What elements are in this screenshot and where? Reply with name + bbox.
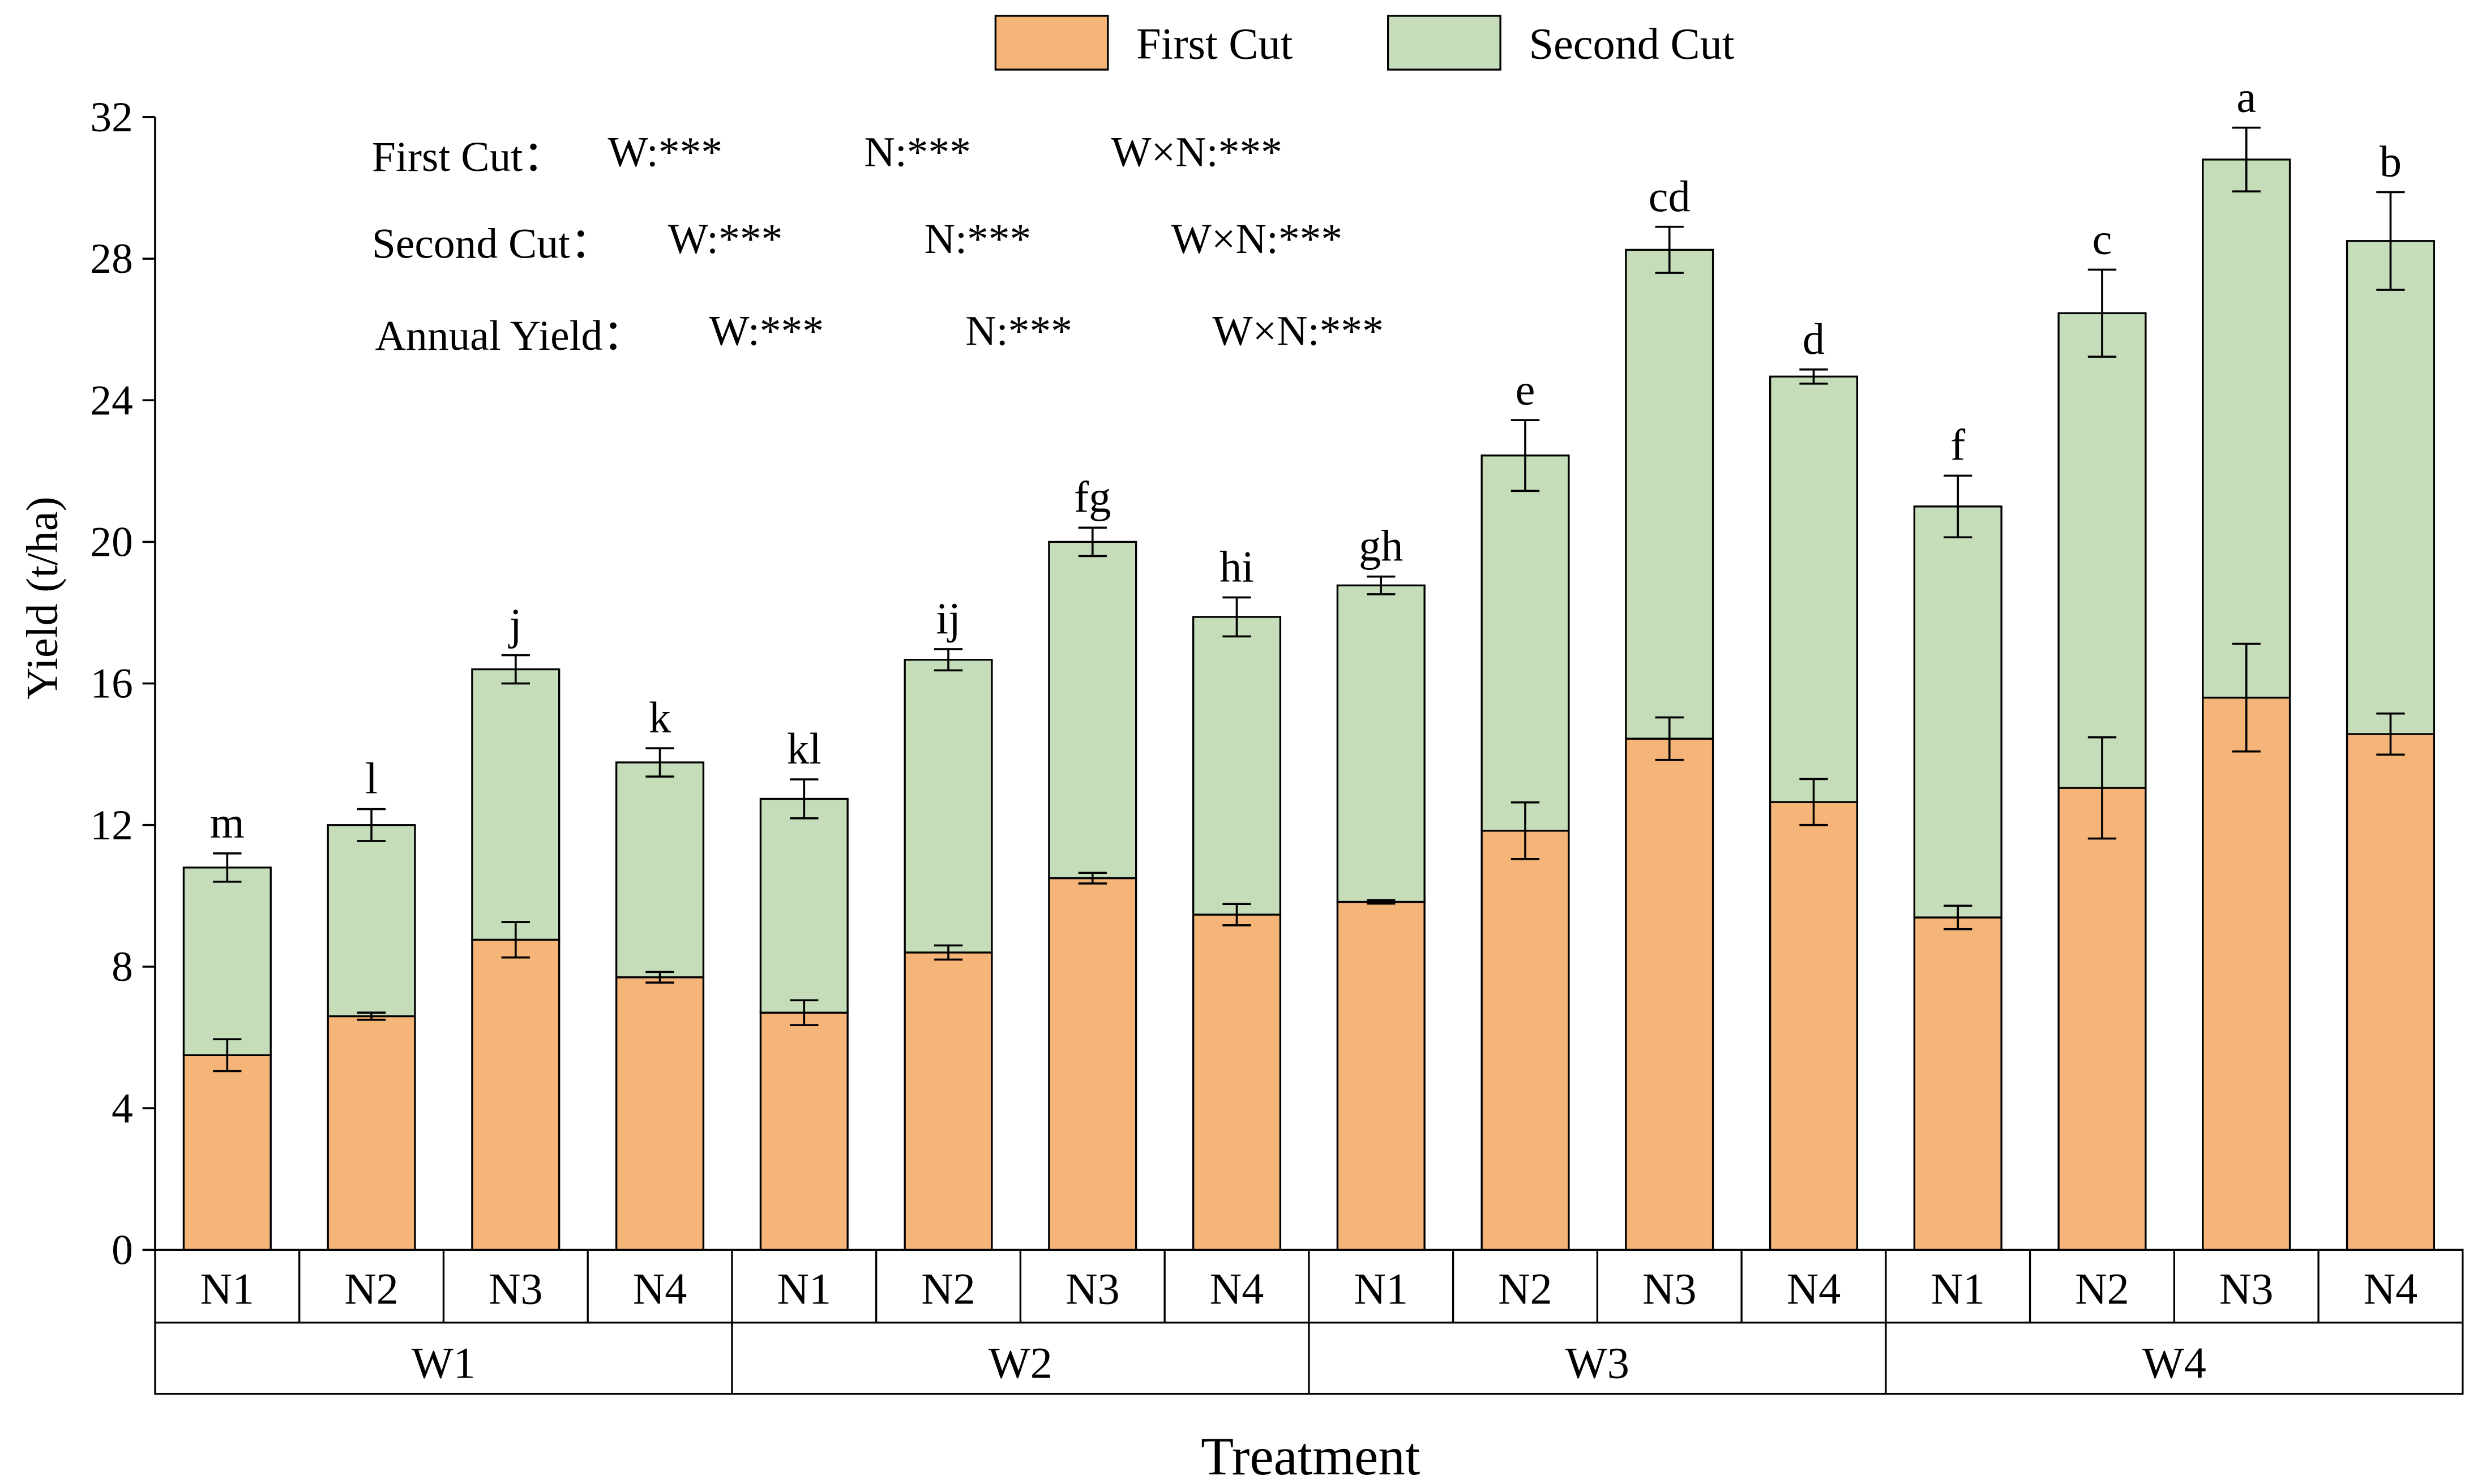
annotation-w: W:*** [607, 129, 722, 176]
category-label: N4 [1210, 1264, 1264, 1313]
significance-letter: l [365, 754, 378, 803]
y-tick-label: 28 [90, 235, 132, 282]
category-label: N2 [921, 1264, 975, 1313]
bar-second-cut [2346, 240, 2436, 735]
category-label: N2 [1498, 1264, 1552, 1313]
bar-second-cut [1913, 505, 2002, 919]
y-tick-label: 20 [90, 519, 132, 566]
y-tick-label: 0 [112, 1226, 133, 1273]
significance-letter: k [649, 693, 671, 742]
significance-letter: c [2093, 214, 2112, 263]
annotation-n: N:*** [864, 129, 971, 176]
category-label: N3 [1642, 1264, 1697, 1313]
significance-letter: gh [1359, 521, 1403, 571]
bar-first-cut [904, 951, 993, 1251]
y-tick-label: 12 [90, 802, 132, 849]
bar-first-cut [2202, 696, 2291, 1251]
bar-second-cut [615, 761, 705, 979]
annotation-wn: W×N:*** [1212, 307, 1383, 354]
significance-letter: d [1803, 314, 1825, 363]
category-label: N4 [2364, 1264, 2418, 1313]
legend-label-first-cut: First Cut [1136, 19, 1293, 68]
group-label: W4 [2142, 1339, 2206, 1388]
bar-second-cut [1048, 541, 1137, 880]
legend: First Cut Second Cut [994, 15, 1735, 71]
y-tick-label: 4 [112, 1085, 133, 1132]
significance-letter: a [2236, 72, 2256, 122]
bar-first-cut [1048, 877, 1137, 1251]
bar-first-cut [2346, 733, 2436, 1251]
significance-letter: fg [1074, 472, 1111, 521]
significance-letter: e [1516, 364, 1535, 414]
annotation-label: First Cut： [372, 134, 566, 181]
category-label: N1 [1354, 1264, 1408, 1313]
significance-letter: j [508, 600, 522, 649]
legend-swatch-first-cut [994, 15, 1109, 71]
bar-first-cut [471, 938, 560, 1251]
category-label: N1 [1931, 1264, 1985, 1313]
category-label: N3 [1066, 1264, 1120, 1313]
bar-second-cut [759, 797, 849, 1014]
significance-letter: b [2380, 136, 2402, 186]
category-label: N2 [344, 1264, 399, 1313]
category-label: N3 [489, 1264, 543, 1313]
category-label: N1 [777, 1264, 831, 1313]
bar-second-cut [1625, 248, 1714, 740]
y-tick-label: 32 [90, 94, 132, 141]
significance-letter: m [210, 798, 245, 847]
annotation-label: Second Cut： [372, 221, 613, 268]
annotation-label: Annual Yield： [375, 312, 645, 359]
category-label: N3 [2219, 1264, 2274, 1313]
category-label: N4 [633, 1264, 687, 1313]
bar-first-cut [615, 976, 705, 1251]
category-label: N2 [2075, 1264, 2129, 1313]
bar-second-cut [1769, 375, 1859, 803]
significance-letter: kl [787, 724, 821, 773]
annotation-w: W:*** [668, 216, 783, 263]
significance-letter: hi [1219, 542, 1254, 591]
bar-second-cut [1480, 454, 1570, 832]
category-label: N4 [1787, 1264, 1841, 1313]
bar-second-cut [182, 867, 272, 1056]
bar-first-cut [1336, 900, 1426, 1251]
annotation-wn: W×N:*** [1111, 129, 1282, 176]
group-label: W3 [1565, 1339, 1629, 1388]
bar-first-cut [327, 1015, 416, 1251]
bar-first-cut [182, 1054, 272, 1251]
group-label: W2 [989, 1339, 1052, 1388]
bar-first-cut [1913, 916, 2002, 1251]
bar-second-cut [471, 668, 560, 941]
bar-first-cut [1769, 801, 1859, 1251]
significance-letter: cd [1649, 171, 1691, 221]
bar-second-cut [1192, 616, 1282, 916]
annotation-n: N:*** [925, 216, 1032, 263]
annotation-n: N:*** [965, 307, 1072, 354]
group-label: W1 [412, 1339, 476, 1388]
bar-first-cut [1192, 913, 1282, 1251]
x-axis-label: Treatment [1201, 1426, 1420, 1484]
legend-swatch-second-cut [1387, 15, 1501, 71]
bar-first-cut [2057, 787, 2147, 1251]
bar-first-cut [759, 1011, 849, 1251]
y-axis-label: Yield (t/ha) [18, 496, 67, 700]
significance-letter: f [1950, 420, 1966, 469]
annotation-wn: W×N:*** [1171, 216, 1342, 263]
significance-letter: ij [936, 594, 961, 643]
y-tick-label: 8 [112, 943, 133, 990]
bar-second-cut [904, 658, 993, 954]
legend-label-second-cut: Second Cut [1529, 19, 1734, 68]
bar-first-cut [1480, 830, 1570, 1251]
bar-second-cut [2202, 158, 2291, 699]
bar-second-cut [327, 824, 416, 1018]
annotation-w: W:*** [709, 307, 824, 354]
y-tick-label: 16 [90, 660, 132, 707]
category-label: N1 [200, 1264, 255, 1313]
bar-second-cut [2057, 312, 2147, 789]
bar-first-cut [1625, 737, 1714, 1251]
bar-second-cut [1336, 584, 1426, 903]
y-tick-label: 24 [90, 377, 132, 424]
